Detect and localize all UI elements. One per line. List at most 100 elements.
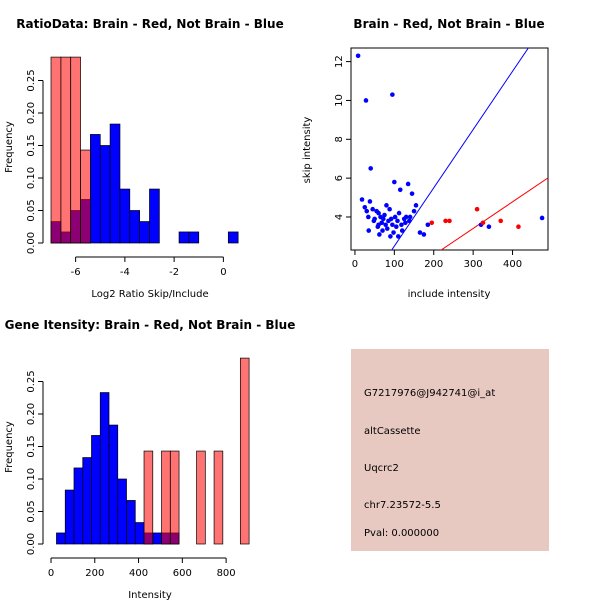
gene-bar-not-brain	[108, 424, 119, 545]
gene-x-axis-label: Intensity	[128, 590, 172, 600]
scatter-point-not-brain	[394, 224, 399, 229]
gene-bar-not-brain	[152, 532, 162, 545]
y-tick-label: 0.10	[26, 167, 37, 189]
ratio-bar-not-brain	[178, 231, 190, 244]
info-panel-background	[351, 349, 549, 551]
scatter-point-not-brain	[486, 224, 492, 229]
scatter-point-not-brain	[397, 187, 403, 193]
scatter-point-not-brain	[382, 212, 387, 218]
x-tick-label: -2	[169, 267, 179, 278]
gene-bar-not-brain	[134, 522, 145, 545]
ratio-bar-not-brain	[139, 221, 150, 244]
scatter-point-not-brain	[380, 228, 385, 233]
scatter-point-not-brain	[377, 232, 382, 237]
ratio-bars	[50, 56, 239, 244]
y-tick-label: 8	[334, 136, 345, 142]
gene-name-text: Uqcrc2	[364, 463, 399, 474]
x-tick-label: 0	[220, 267, 226, 278]
scatter-points	[355, 53, 545, 239]
x-tick-label: 200	[424, 259, 443, 270]
gene-axes: 0.00 0.05 0.10 0.15 0.20 0.25 0 200 400 600 800	[26, 370, 236, 579]
x-tick-label: 0	[48, 568, 54, 579]
scatter-point-not-brain	[403, 214, 409, 220]
scatter-point-not-brain	[411, 208, 417, 214]
x-tick-label: 200	[85, 568, 104, 579]
scatter-point-brain	[498, 218, 504, 224]
scatter-point-not-brain	[376, 222, 381, 228]
y-tick-label: 6	[334, 175, 345, 181]
ratio-bar-not-brain	[119, 188, 131, 244]
scatter-point-not-brain	[383, 222, 388, 228]
gene-bar-not-brain	[117, 478, 127, 545]
x-tick-label: 600	[173, 568, 192, 579]
gene-bar-not-brain	[82, 457, 92, 545]
y-tick-label: 0.20	[26, 102, 37, 124]
x-tick-label: 0	[352, 259, 358, 270]
gene-bar-brain	[239, 357, 250, 545]
scatter-point-not-brain	[390, 92, 395, 97]
ratio-histogram-panel: RatioData: Brain - Red, Not Brain - Blue…	[4, 17, 284, 300]
scatter-point-not-brain	[425, 222, 431, 228]
scatter-point-not-brain	[403, 220, 408, 226]
x-tick-label: 100	[385, 259, 404, 270]
scatter-point-not-brain	[395, 218, 400, 224]
event-type-text: altCassette	[364, 426, 421, 437]
y-tick-label: 0.00	[26, 232, 37, 254]
ratio-bar-not-brain	[99, 145, 111, 244]
genomic-location-text: chr7.23572-5.5	[364, 500, 441, 511]
x-tick-label: 800	[217, 568, 236, 579]
scatter-y-axis-label: skip intensity	[302, 117, 313, 184]
x-tick-label: -6	[71, 267, 81, 278]
scatter-point-not-brain	[363, 98, 369, 103]
scatter-chart-title: Brain - Red, Not Brain - Blue	[353, 17, 544, 31]
y-tick-label: 0.10	[26, 468, 37, 490]
ratio-chart-title: RatioData: Brain - Red, Not Brain - Blue	[16, 17, 283, 31]
ratio-axes: 0.00 0.05 0.10 0.15 0.20 0.25 -6 -4 -2 0	[26, 69, 227, 278]
ratio-bar-brain	[50, 56, 62, 244]
scatter-fit-lines	[391, 48, 548, 250]
scatter-point-not-brain	[387, 206, 392, 212]
ratio-x-axis-label: Log2 Ratio Skip/Include	[91, 289, 208, 300]
scatter-point-not-brain	[407, 214, 413, 220]
ratio-bar-not-brain	[129, 210, 141, 244]
ratio-bar-brain	[60, 56, 72, 244]
scatter-point-brain	[443, 218, 448, 224]
ratio-bar-not-brain	[109, 123, 121, 244]
scatter-brain-fit-line	[440, 177, 548, 250]
scatter-not-brain-fit-line	[391, 48, 529, 250]
gene-bar-not-brain	[91, 435, 101, 545]
ratio-bar-not-brain	[149, 188, 160, 244]
y-tick-label: 0.25	[26, 370, 37, 392]
scatter-point-not-brain	[362, 204, 368, 210]
y-tick-label: 4	[334, 214, 345, 220]
gene-bar-brain	[213, 450, 224, 545]
y-tick-label: 0.05	[26, 199, 37, 221]
gene-y-axis-label: Frequency	[4, 421, 15, 473]
scatter-point-brain	[474, 206, 480, 212]
gene-bar-not-brain	[99, 392, 110, 545]
scatter-point-not-brain	[366, 214, 371, 220]
y-tick-label: 0.20	[26, 403, 37, 425]
scatter-x-axis-label: include intensity	[408, 289, 491, 300]
x-tick-label: 300	[464, 259, 483, 270]
y-tick-label: 0.15	[26, 435, 37, 457]
scatter-point-not-brain	[359, 197, 365, 202]
gene-bar-not-brain	[64, 489, 75, 545]
scatter-point-not-brain	[355, 53, 361, 59]
scatter-point-not-brain	[390, 222, 395, 228]
gene-bar-brain	[143, 450, 154, 545]
scatter-point-brain	[480, 220, 486, 226]
scatter-axes: 4 6 8 10 12 0 100 200 300 400	[334, 55, 522, 270]
scatter-point-not-brain	[399, 222, 404, 228]
scatter-point-not-brain	[392, 214, 398, 220]
gene-bar-not-brain	[126, 500, 136, 545]
ratio-y-axis-label: Frequency	[4, 121, 15, 173]
intensity-scatter-panel: Brain - Red, Not Brain - Blue include in…	[302, 17, 549, 300]
scatter-point-not-brain	[366, 228, 372, 233]
scatter-point-not-brain	[388, 234, 393, 239]
scatter-point-brain	[516, 224, 521, 229]
y-tick-label: 10	[334, 94, 345, 107]
scatter-point-not-brain	[372, 216, 377, 222]
scatter-point-not-brain	[395, 234, 401, 239]
